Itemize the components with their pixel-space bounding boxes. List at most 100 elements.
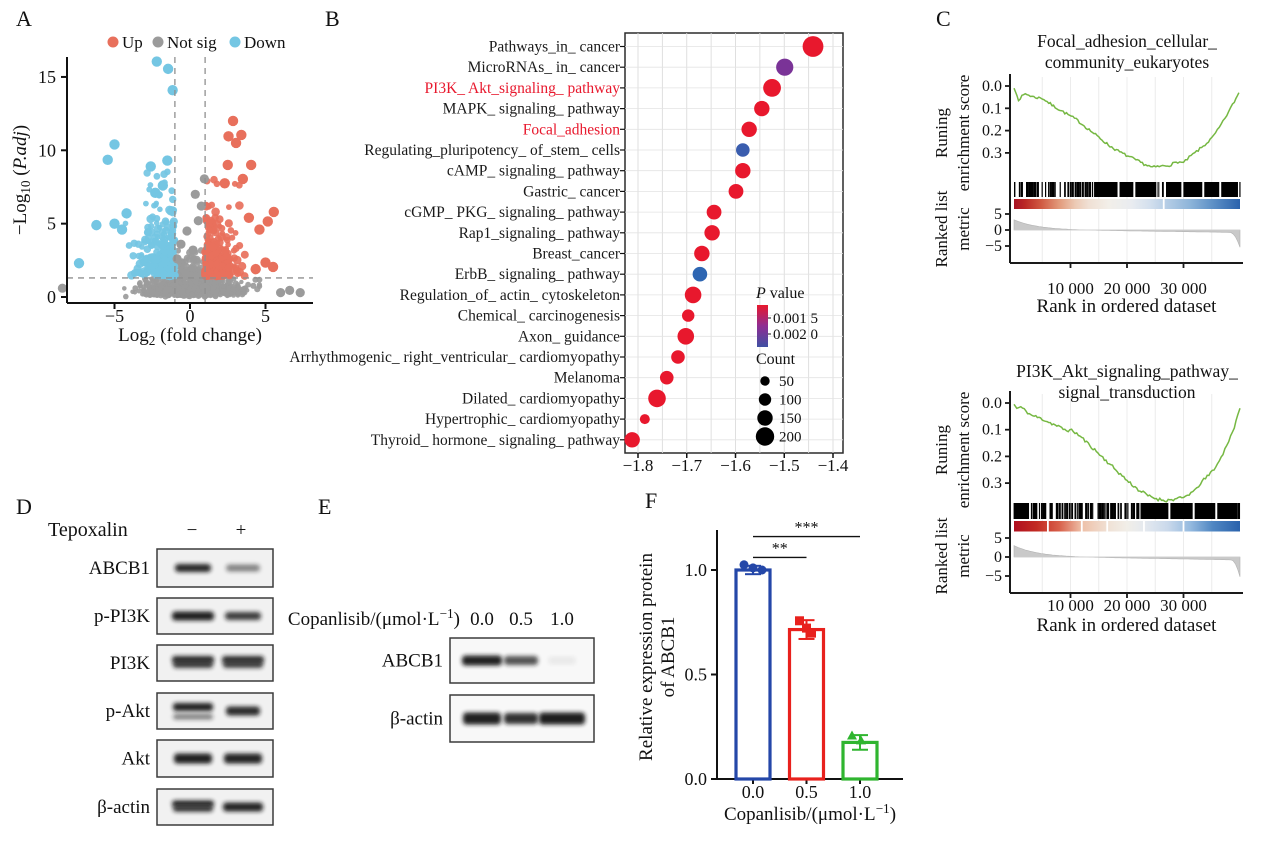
pathway-label: Regulating_pluripotency_ of_stem_ cells [364, 142, 620, 159]
pathway-dot [706, 204, 722, 220]
rank-tick: 10 000 [1047, 596, 1094, 615]
ranked-metric-area [1013, 545, 1241, 577]
blot-row-label: ABCB1 [382, 651, 443, 672]
panel-label-b: B [325, 6, 340, 31]
legend-label: Not sig [167, 33, 217, 52]
significance-label: *** [795, 520, 819, 537]
b-x-tick: −1.4 [818, 456, 849, 475]
panel-label-a: A [16, 6, 32, 31]
pathway-dot [659, 370, 674, 385]
pathway-label: cAMP_ signaling_ pathway [447, 163, 620, 180]
b-x-tick: −1.8 [623, 456, 654, 475]
b-x-tick: −1.5 [769, 456, 800, 475]
panel-label-e: E [318, 494, 332, 519]
data-point [802, 623, 811, 633]
metric-axis-label: Ranked list [932, 517, 951, 594]
a-y-tick: 0 [47, 287, 56, 307]
data-point [757, 565, 767, 575]
data-point [856, 735, 866, 745]
panel-f-bar: 0.00.51.00.0 0.5 1.0*****Relative expressi… [636, 520, 903, 825]
pathway-dot [776, 58, 794, 76]
a-x-label: Log2 (fold change) [118, 325, 262, 348]
pathway-dot [624, 432, 640, 448]
gsea-title: Focal_adhesion_cellular_ [1037, 31, 1217, 51]
es-tick: 0.1 [982, 100, 1002, 117]
legend-dot [152, 36, 164, 48]
treatment-label: Copanlisib/(μmol·L−1) [288, 606, 460, 630]
count-legend-title: Count [756, 351, 796, 368]
col-label: + [236, 520, 247, 541]
rank-tick: 20 000 [1104, 279, 1151, 298]
panel-a-volcano: 0 5 10 15 −5 0 5 −Log10 (P.adj) Log2 (fold chang… [10, 33, 313, 348]
f-x-tick: 0.5 [795, 782, 818, 802]
rank-tick: 20 000 [1104, 596, 1151, 615]
pathway-label: Dilated_ cardiomyopathy [462, 390, 620, 407]
f-y-label: of ABCB1 [658, 617, 679, 698]
col-label: 1.0 [550, 609, 574, 630]
f-x-tick: 1.0 [849, 782, 872, 802]
pathway-dot [735, 163, 751, 179]
es-tick: 0.1 [982, 422, 1002, 439]
pathway-dot [736, 143, 750, 157]
pathway-label: Focal_adhesion [523, 121, 621, 138]
pathway-label: Breast_cancer [532, 246, 621, 263]
pathway-dot [684, 286, 702, 304]
col-label: − [187, 520, 198, 541]
blot-row-label: β-actin [390, 709, 443, 730]
pvalue-tick: 0.002 0 [773, 327, 818, 343]
pathway-label: PI3K_ Akt_signaling_ pathway [425, 80, 621, 97]
metric-axis-label: metric [954, 207, 973, 251]
legend-label: Down [244, 33, 286, 52]
pathway-label: Hypertrophic_ cardiomyopathy [425, 411, 620, 428]
f-y-tick: 0.0 [685, 769, 708, 789]
barcode [1014, 181, 1241, 198]
es-tick: 0.3 [982, 475, 1002, 492]
pvalue-tick: 0.001 5 [773, 311, 818, 327]
metric-axis-label: Ranked list [932, 190, 951, 267]
a-y-tick: 10 [38, 140, 56, 160]
f-y-label: Relative expression protein [636, 553, 657, 761]
pathway-dot [677, 328, 695, 345]
b-x-tick: −1.7 [671, 456, 702, 475]
metric-tick: 0 [994, 222, 1002, 239]
enrichment-curve [1013, 403, 1241, 503]
gsea-title: community_eukaryotes [1045, 52, 1209, 72]
barcode [1013, 502, 1241, 520]
b-x-tick: −1.6 [720, 456, 751, 475]
pathway-label: MicroRNAs_ in_ cancer [468, 59, 621, 76]
enrichment-curve [1013, 87, 1240, 168]
f-x-label: Copanlisib/(μmol·L−1) [724, 801, 896, 825]
rank-color-band [1014, 199, 1240, 209]
blot-row-label: Akt [122, 749, 151, 770]
col-label: 0.5 [509, 609, 533, 630]
pathway-label: Axon_ guidance [518, 328, 620, 345]
significance-label: ** [772, 540, 788, 557]
pathway-label: Regulation_of_ actin_ cytoskeleton [400, 287, 621, 304]
rank-tick: 30 000 [1160, 596, 1207, 615]
a-y-tick: 5 [47, 214, 56, 234]
blot-row-label: p-PI3K [94, 606, 150, 627]
data-point [748, 563, 758, 573]
metric-tick: 0 [994, 549, 1002, 566]
pathway-label: Gastric_ cancer [523, 183, 621, 200]
rank-tick: 10 000 [1047, 279, 1094, 298]
pathway-label: Arrhythmogenic_ right_ventricular_ cardi… [289, 349, 620, 366]
es-tick: 0.3 [982, 145, 1002, 162]
count-legend-label: 200 [779, 430, 802, 446]
data-point [807, 628, 816, 638]
es-axis-label: enrichment score [954, 392, 973, 509]
panel-b-dotplot: −1.8 −1.7 −1.6 −1.5 −1.4 Pathways_in_ cancer M… [289, 32, 849, 475]
rank-tick: 30 000 [1160, 279, 1207, 298]
count-legend-dot [755, 427, 775, 446]
bar [734, 568, 772, 781]
es-tick: 0.0 [982, 395, 1002, 412]
pathway-label: Rap1_signaling_ pathway [459, 225, 621, 242]
pathway-label: MAPK_ signaling_ pathway [443, 101, 621, 118]
treatment-label: Tepoxalin [48, 519, 128, 541]
pathway-label: ErbB_ signaling_ pathway [455, 266, 621, 283]
count-legend-label: 50 [779, 374, 794, 390]
pathway-dot [802, 36, 824, 57]
